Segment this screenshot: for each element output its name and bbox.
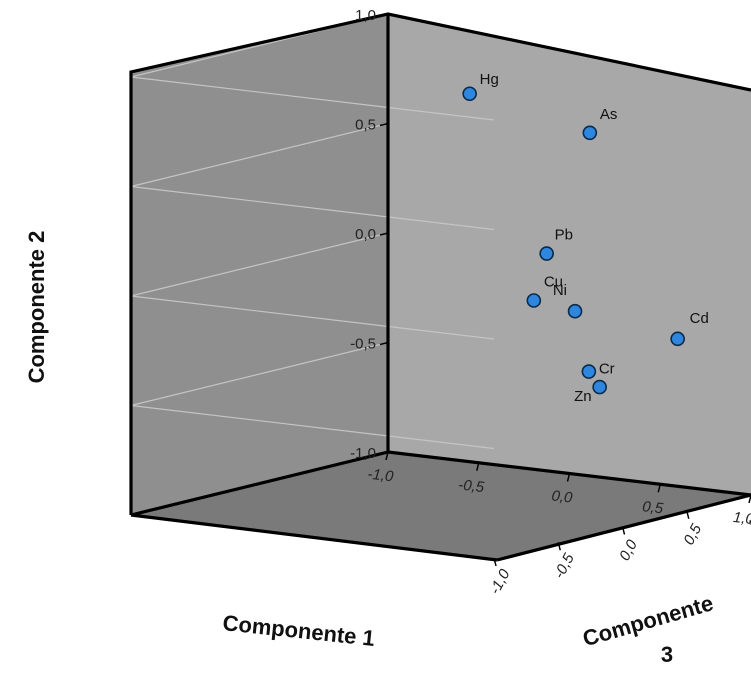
y-tick-mark bbox=[379, 341, 389, 346]
data-point-as bbox=[582, 125, 598, 141]
y-tick-mark bbox=[379, 451, 389, 455]
y-tick-mark bbox=[379, 122, 389, 127]
x-tick-label: 0,0 bbox=[551, 487, 574, 506]
data-point-label: Zn bbox=[574, 388, 592, 405]
y-tick-mark bbox=[379, 232, 389, 236]
y-tick-label: -1,0 bbox=[350, 445, 376, 462]
z-tick-mark bbox=[621, 526, 626, 535]
x-tick-mark bbox=[385, 451, 389, 461]
z-tick-label: 0,0 bbox=[616, 537, 641, 564]
x-tick-mark bbox=[476, 462, 480, 471]
x-tick-label: -0,5 bbox=[457, 476, 485, 496]
right-back-wall bbox=[388, 14, 751, 495]
data-point-zn bbox=[592, 379, 607, 395]
z-axis-title-line2: 3 bbox=[661, 642, 673, 667]
data-point-ni bbox=[567, 303, 583, 319]
z-tick-label: -1,0 bbox=[486, 566, 513, 597]
x-axis-ticks: -1,0 -0,5 0,0 0,5 1,0 bbox=[367, 451, 751, 528]
data-point-label: Cu bbox=[544, 274, 563, 291]
z-tick-label: 0,5 bbox=[680, 521, 705, 548]
z-axis-title: Componente bbox=[580, 590, 716, 651]
y-tick-label: 0,0 bbox=[355, 226, 376, 243]
data-point-label: As bbox=[600, 106, 618, 123]
data-point-cd bbox=[670, 331, 685, 347]
y-axis-title: Componente 2 bbox=[24, 231, 49, 384]
y-tick-label: 0,5 bbox=[355, 117, 376, 134]
y-axis-ticks: -1,0 -0,5 0,0 0,5 1,0 bbox=[350, 7, 389, 462]
z-tick-mark bbox=[686, 510, 690, 519]
y-tick-label: 1,0 bbox=[355, 7, 376, 24]
x-tick-mark bbox=[566, 473, 571, 482]
data-point-cr bbox=[581, 364, 597, 379]
data-point-label: Cd bbox=[690, 310, 709, 327]
y-tick-mark bbox=[379, 13, 389, 17]
x-axis-title: Componente 1 bbox=[221, 610, 376, 651]
x-tick-label: 0,5 bbox=[641, 498, 664, 517]
z-tick-mark bbox=[557, 542, 561, 551]
data-point-hg bbox=[462, 86, 477, 102]
z-tick-mark bbox=[493, 557, 497, 567]
x-tick-label: -1,0 bbox=[367, 466, 395, 486]
x-tick-mark bbox=[657, 484, 661, 493]
z-tick-label: -0,5 bbox=[551, 550, 578, 581]
data-point-label: Hg bbox=[480, 71, 499, 88]
y-tick-label: -0,5 bbox=[350, 336, 376, 353]
data-point-label: Pb bbox=[555, 227, 573, 244]
data-point-label: Cr bbox=[599, 361, 615, 378]
x-tick-label: 1,0 bbox=[732, 509, 751, 528]
data-point-label: Ni bbox=[553, 282, 567, 299]
data-point-pb bbox=[539, 246, 554, 261]
z-tick-label: 1,0 bbox=[745, 505, 751, 532]
data-point-cu bbox=[526, 293, 542, 308]
